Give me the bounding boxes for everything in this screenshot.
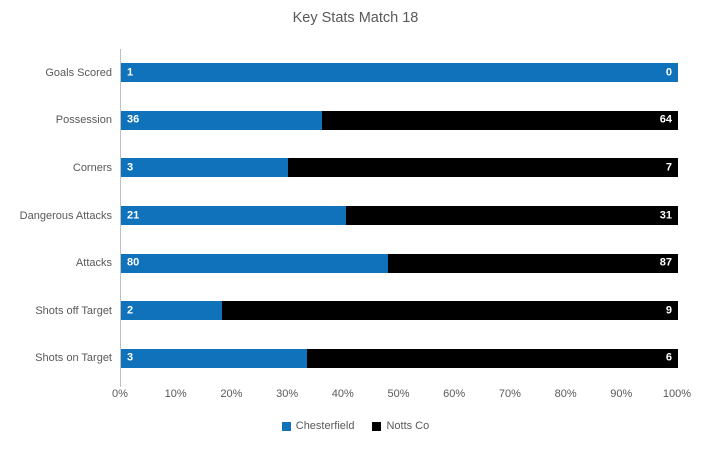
chesterfield-value-label: 1: [127, 66, 134, 79]
legend-item-notts: Notts Co: [372, 420, 429, 432]
chesterfield-segment: [121, 206, 346, 226]
chesterfield-value-label: 3: [127, 351, 134, 364]
bar-row: 21 31: [121, 192, 678, 240]
notts-value-label: 6: [665, 351, 672, 364]
x-tick-label: 50%: [387, 388, 410, 400]
bar-rows: 1 0 36 64 3 7 21 31 80 87 2 9 3 6: [121, 49, 678, 382]
category-row: Corners: [0, 144, 112, 192]
category-row: Shots off Target: [0, 287, 112, 335]
notts-segment: [345, 206, 678, 226]
category-row: Possession: [0, 97, 112, 145]
plot-area: 1 0 36 64 3 7 21 31 80 87 2 9 3 6: [120, 49, 678, 387]
x-tick-label: 20%: [220, 388, 243, 400]
chesterfield-segment: [121, 63, 678, 83]
notts-value-label: 9: [665, 304, 672, 317]
stacked-bar: 21 31: [121, 206, 678, 226]
chesterfield-value-label: 2: [127, 304, 134, 317]
legend-label-notts: Notts Co: [386, 420, 430, 432]
notts-value-label: 87: [659, 256, 672, 269]
notts-value-label: 7: [665, 161, 672, 174]
category-label: Goals Scored: [45, 66, 112, 79]
chesterfield-segment: [121, 348, 307, 368]
bar-row: 80 87: [121, 239, 678, 287]
x-tick-label: 60%: [443, 388, 466, 400]
x-tick-label: 100%: [662, 388, 692, 400]
category-labels: Goals Scored Possession Corners Dangerous A…: [0, 49, 112, 382]
legend-label-chesterfield: Chesterfield: [295, 420, 355, 432]
notts-segment: [222, 301, 678, 321]
legend-item-chesterfield: Chesterfield: [281, 420, 355, 432]
notts-segment: [321, 110, 678, 130]
category-row: Goals Scored: [0, 49, 112, 97]
chesterfield-value-label: 80: [127, 256, 140, 269]
x-tick-label: 10%: [164, 388, 187, 400]
stacked-bar: 80 87: [121, 253, 678, 273]
x-tick-label: 40%: [331, 388, 354, 400]
category-label: Dangerous Attacks: [19, 209, 112, 222]
stacked-bar: 36 64: [121, 110, 678, 130]
chart-title: Key Stats Match 18: [292, 10, 419, 26]
chesterfield-swatch-icon: [281, 421, 291, 431]
notts-swatch-icon: [372, 421, 382, 431]
x-tick-label: 70%: [498, 388, 521, 400]
x-tick-label: 80%: [554, 388, 577, 400]
legend: Chesterfield Notts Co: [0, 420, 711, 432]
chesterfield-segment: [121, 301, 223, 321]
notts-value-label: 31: [659, 209, 672, 222]
category-label: Attacks: [75, 257, 112, 270]
chesterfield-value-label: 3: [127, 161, 134, 174]
category-row: Dangerous Attacks: [0, 192, 112, 240]
notts-segment: [288, 158, 678, 178]
notts-value-label: 64: [659, 113, 672, 126]
bar-row: 36 64: [121, 97, 678, 145]
category-row: Attacks: [0, 239, 112, 287]
notts-value-label: 0: [665, 66, 672, 79]
category-label: Corners: [72, 161, 112, 174]
category-label: Possession: [55, 114, 112, 127]
chesterfield-segment: [121, 253, 388, 273]
x-tick-label: 30%: [276, 388, 299, 400]
chesterfield-segment: [121, 110, 322, 130]
x-tick-label: 0%: [112, 388, 128, 400]
category-label: Shots on Target: [35, 352, 112, 365]
category-label: Shots off Target: [35, 304, 112, 317]
category-row: Shots on Target: [0, 334, 112, 382]
x-tick-label: 90%: [610, 388, 633, 400]
notts-segment: [387, 253, 678, 273]
chesterfield-value-label: 36: [127, 113, 140, 126]
chesterfield-value-label: 21: [127, 209, 140, 222]
chesterfield-segment: [121, 158, 289, 178]
x-axis: 0% 10% 20% 30% 40% 50% 60% 70% 80% 90% 100%: [112, 388, 691, 402]
notts-segment: [306, 348, 678, 368]
